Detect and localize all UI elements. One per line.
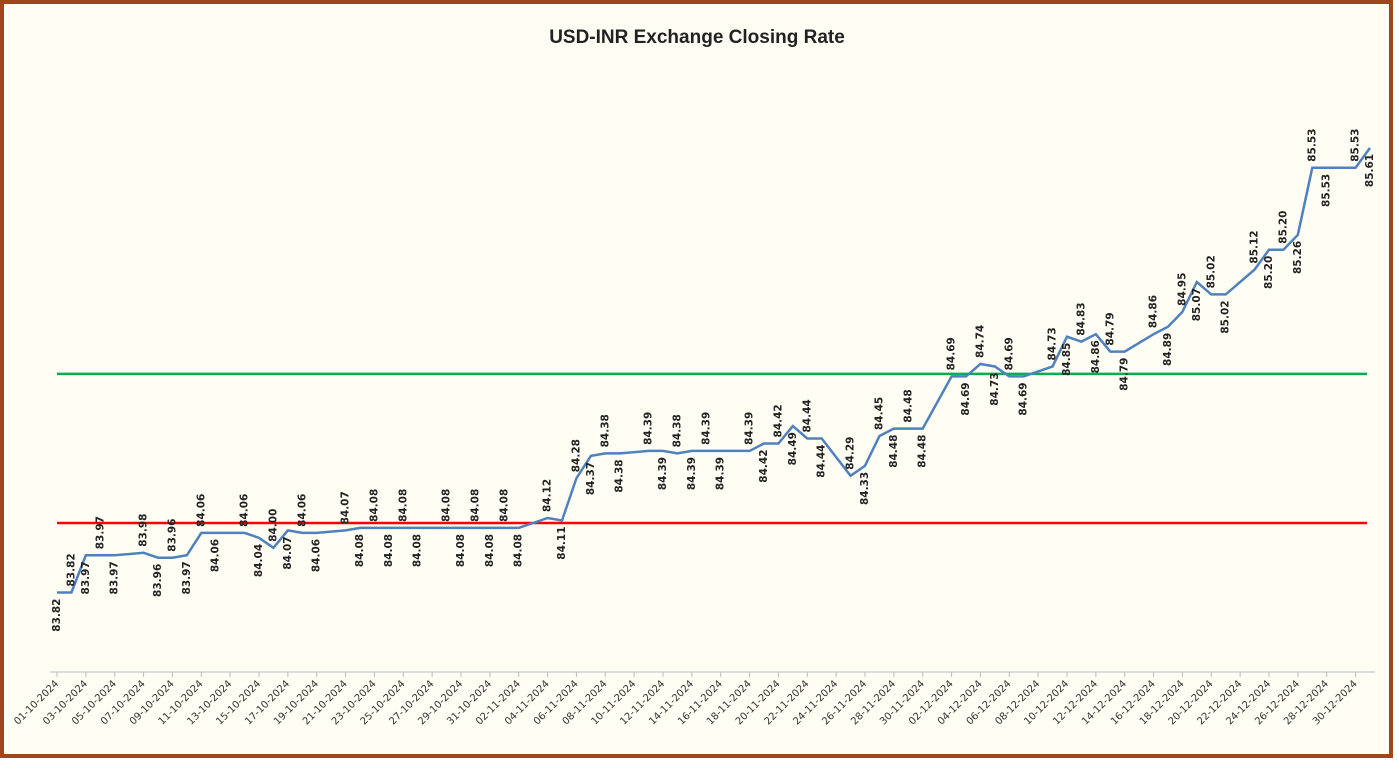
data-label: 84.48: [888, 435, 900, 468]
data-label: 85.53: [1350, 129, 1362, 162]
data-label: 84.37: [585, 462, 597, 495]
data-label: 84.38: [599, 414, 611, 447]
data-label: 84.69: [946, 337, 958, 370]
data-label: 84.07: [340, 491, 352, 524]
data-label: 83.97: [94, 516, 106, 549]
data-label: 84.86: [1148, 295, 1160, 328]
data-label: 83.82: [65, 553, 77, 586]
data-label: 84.08: [383, 534, 395, 567]
data-label: 85.53: [1306, 129, 1318, 162]
data-label: 84.38: [614, 459, 626, 492]
data-label: 84.79: [1104, 312, 1116, 345]
data-label: 84.07: [282, 536, 294, 569]
data-label: 85.53: [1321, 174, 1333, 207]
data-label: 83.82: [51, 599, 63, 632]
data-label: 84.06: [195, 494, 207, 527]
data-label: 83.98: [138, 514, 150, 547]
data-label: 84.08: [469, 489, 481, 522]
data-label: 84.06: [311, 539, 323, 572]
data-label: 84.39: [643, 412, 655, 445]
data-label: 85.12: [1249, 230, 1261, 263]
data-label: 85.20: [1277, 211, 1289, 244]
data-label: 84.39: [686, 457, 698, 490]
series-line: [57, 147, 1372, 594]
data-label: 85.26: [1292, 241, 1304, 274]
data-label: 84.49: [787, 432, 799, 465]
data-label: 84.06: [296, 494, 308, 527]
data-label: 85.02: [1205, 255, 1217, 288]
data-label: 84.08: [498, 489, 510, 522]
data-label: 84.06: [210, 539, 222, 572]
data-label: 84.12: [542, 479, 554, 512]
data-label: 84.69: [1003, 337, 1015, 370]
data-label: 84.08: [441, 489, 453, 522]
data-label: 84.83: [1075, 302, 1087, 335]
data-label: 84.48: [917, 435, 929, 468]
data-label: 84.44: [801, 399, 813, 432]
data-label: 84.08: [354, 534, 366, 567]
data-label: 84.39: [744, 412, 756, 445]
data-label: 84.69: [1018, 382, 1030, 415]
data-label: 84.39: [715, 457, 727, 490]
data-label: 84.73: [1047, 327, 1059, 360]
data-label: 84.00: [267, 509, 279, 542]
data-label: 84.28: [570, 439, 582, 472]
data-label: 83.96: [152, 564, 164, 597]
data-label: 84.73: [989, 372, 1001, 405]
data-label: 84.45: [873, 397, 885, 430]
data-label: 84.39: [657, 457, 669, 490]
data-label: 84.06: [239, 494, 251, 527]
data-label: 84.42: [772, 404, 784, 437]
data-label: 83.96: [166, 519, 178, 552]
data-label: 84.11: [556, 526, 568, 559]
data-label: 84.29: [845, 437, 857, 470]
data-label: 83.97: [181, 561, 193, 594]
data-label: 83.97: [109, 561, 121, 594]
data-label: 84.08: [397, 489, 409, 522]
data-label: 84.39: [700, 412, 712, 445]
data-label: 84.48: [902, 389, 914, 422]
chart-title: USD-INR Exchange Closing Rate: [549, 27, 845, 48]
data-label: 84.89: [1162, 333, 1174, 366]
data-label: 84.42: [758, 449, 770, 482]
data-label: 85.61: [1364, 154, 1376, 187]
data-label: 85.02: [1220, 300, 1232, 333]
data-label: 84.74: [974, 325, 986, 358]
data-label: 84.79: [1119, 358, 1131, 391]
data-label: 84.04: [253, 544, 265, 577]
data-label: 84.08: [412, 534, 424, 567]
data-label: 84.38: [671, 414, 683, 447]
data-label: 84.44: [816, 445, 828, 478]
data-label: 85.07: [1191, 288, 1203, 321]
data-label: 84.08: [484, 534, 496, 567]
data-label: 84.08: [368, 489, 380, 522]
data-label: 84.86: [1090, 340, 1102, 373]
data-label: 84.95: [1176, 273, 1188, 306]
data-label: 84.85: [1061, 343, 1073, 376]
data-label: 84.08: [513, 534, 525, 567]
data-label: 83.97: [80, 561, 92, 594]
data-label: 84.33: [859, 472, 871, 505]
data-label: 84.69: [960, 382, 972, 415]
data-label: 84.08: [455, 534, 467, 567]
data-label: 85.20: [1263, 256, 1275, 289]
